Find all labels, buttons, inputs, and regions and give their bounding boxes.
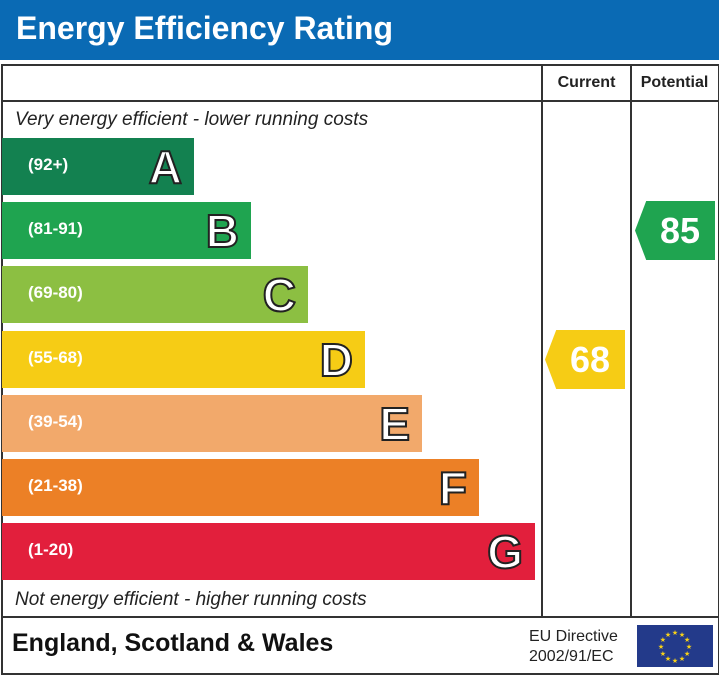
band-range: (92+)	[28, 155, 69, 174]
band-range: (55-68)	[28, 348, 83, 367]
potential-rating-arrow: 85	[635, 201, 715, 260]
svg-text:★: ★	[672, 657, 678, 665]
region-label: England, Scotland & Wales	[12, 629, 334, 657]
potential-column-header: Potential	[640, 74, 709, 91]
svg-text:★: ★	[686, 643, 692, 651]
band-d: (55-68) D	[2, 331, 365, 388]
svg-text:★: ★	[679, 631, 685, 639]
svg-text:★: ★	[665, 631, 671, 639]
band-c: (69-80) C	[2, 266, 308, 323]
eu-flag-icon: ★ ★ ★ ★ ★ ★ ★ ★ ★ ★ ★ ★	[637, 625, 713, 667]
band-letter: E	[378, 397, 411, 451]
svg-text:★: ★	[665, 655, 671, 663]
band-range: (81-91)	[28, 219, 83, 238]
band-b: (81-91) B	[2, 202, 251, 259]
header: Energy Efficiency Rating	[0, 0, 719, 60]
divider	[1, 100, 718, 102]
eu-directive: EU Directive 2002/91/EC	[529, 627, 618, 667]
current-rating-arrow: 68	[545, 330, 625, 389]
svg-text:★: ★	[660, 636, 666, 644]
bottom-note: Not energy efficient - higher running co…	[15, 589, 367, 610]
band-letter: D	[319, 333, 354, 387]
band-range: (1-20)	[28, 540, 74, 559]
divider	[541, 64, 543, 618]
band-e: (39-54) E	[2, 395, 422, 452]
divider	[1, 616, 718, 618]
band-letter: C	[262, 268, 297, 322]
band-letter: A	[148, 140, 183, 194]
band-a: (92+) A	[2, 138, 194, 195]
directive-line1: EU Directive	[529, 628, 618, 645]
band-g: (1-20) G	[2, 523, 535, 580]
directive-line2: 2002/91/EC	[529, 648, 614, 665]
band-range: (39-54)	[28, 412, 83, 431]
top-note: Very energy efficient - lower running co…	[15, 109, 369, 130]
svg-text:★: ★	[679, 655, 685, 663]
current-column-header: Current	[557, 74, 616, 91]
svg-text:★: ★	[684, 650, 690, 658]
band-f: (21-38) F	[2, 459, 479, 516]
svg-text:★: ★	[660, 650, 666, 658]
band-range: (69-80)	[28, 283, 83, 302]
band-letter: B	[205, 204, 240, 258]
band-letter: G	[486, 525, 524, 579]
band-letter: F	[438, 461, 468, 515]
band-range: (21-38)	[28, 476, 83, 495]
page-title: Energy Efficiency Rating	[16, 10, 393, 46]
svg-text:★: ★	[684, 636, 690, 644]
divider	[630, 64, 632, 618]
svg-text:★: ★	[672, 629, 678, 637]
svg-text:★: ★	[658, 643, 664, 651]
